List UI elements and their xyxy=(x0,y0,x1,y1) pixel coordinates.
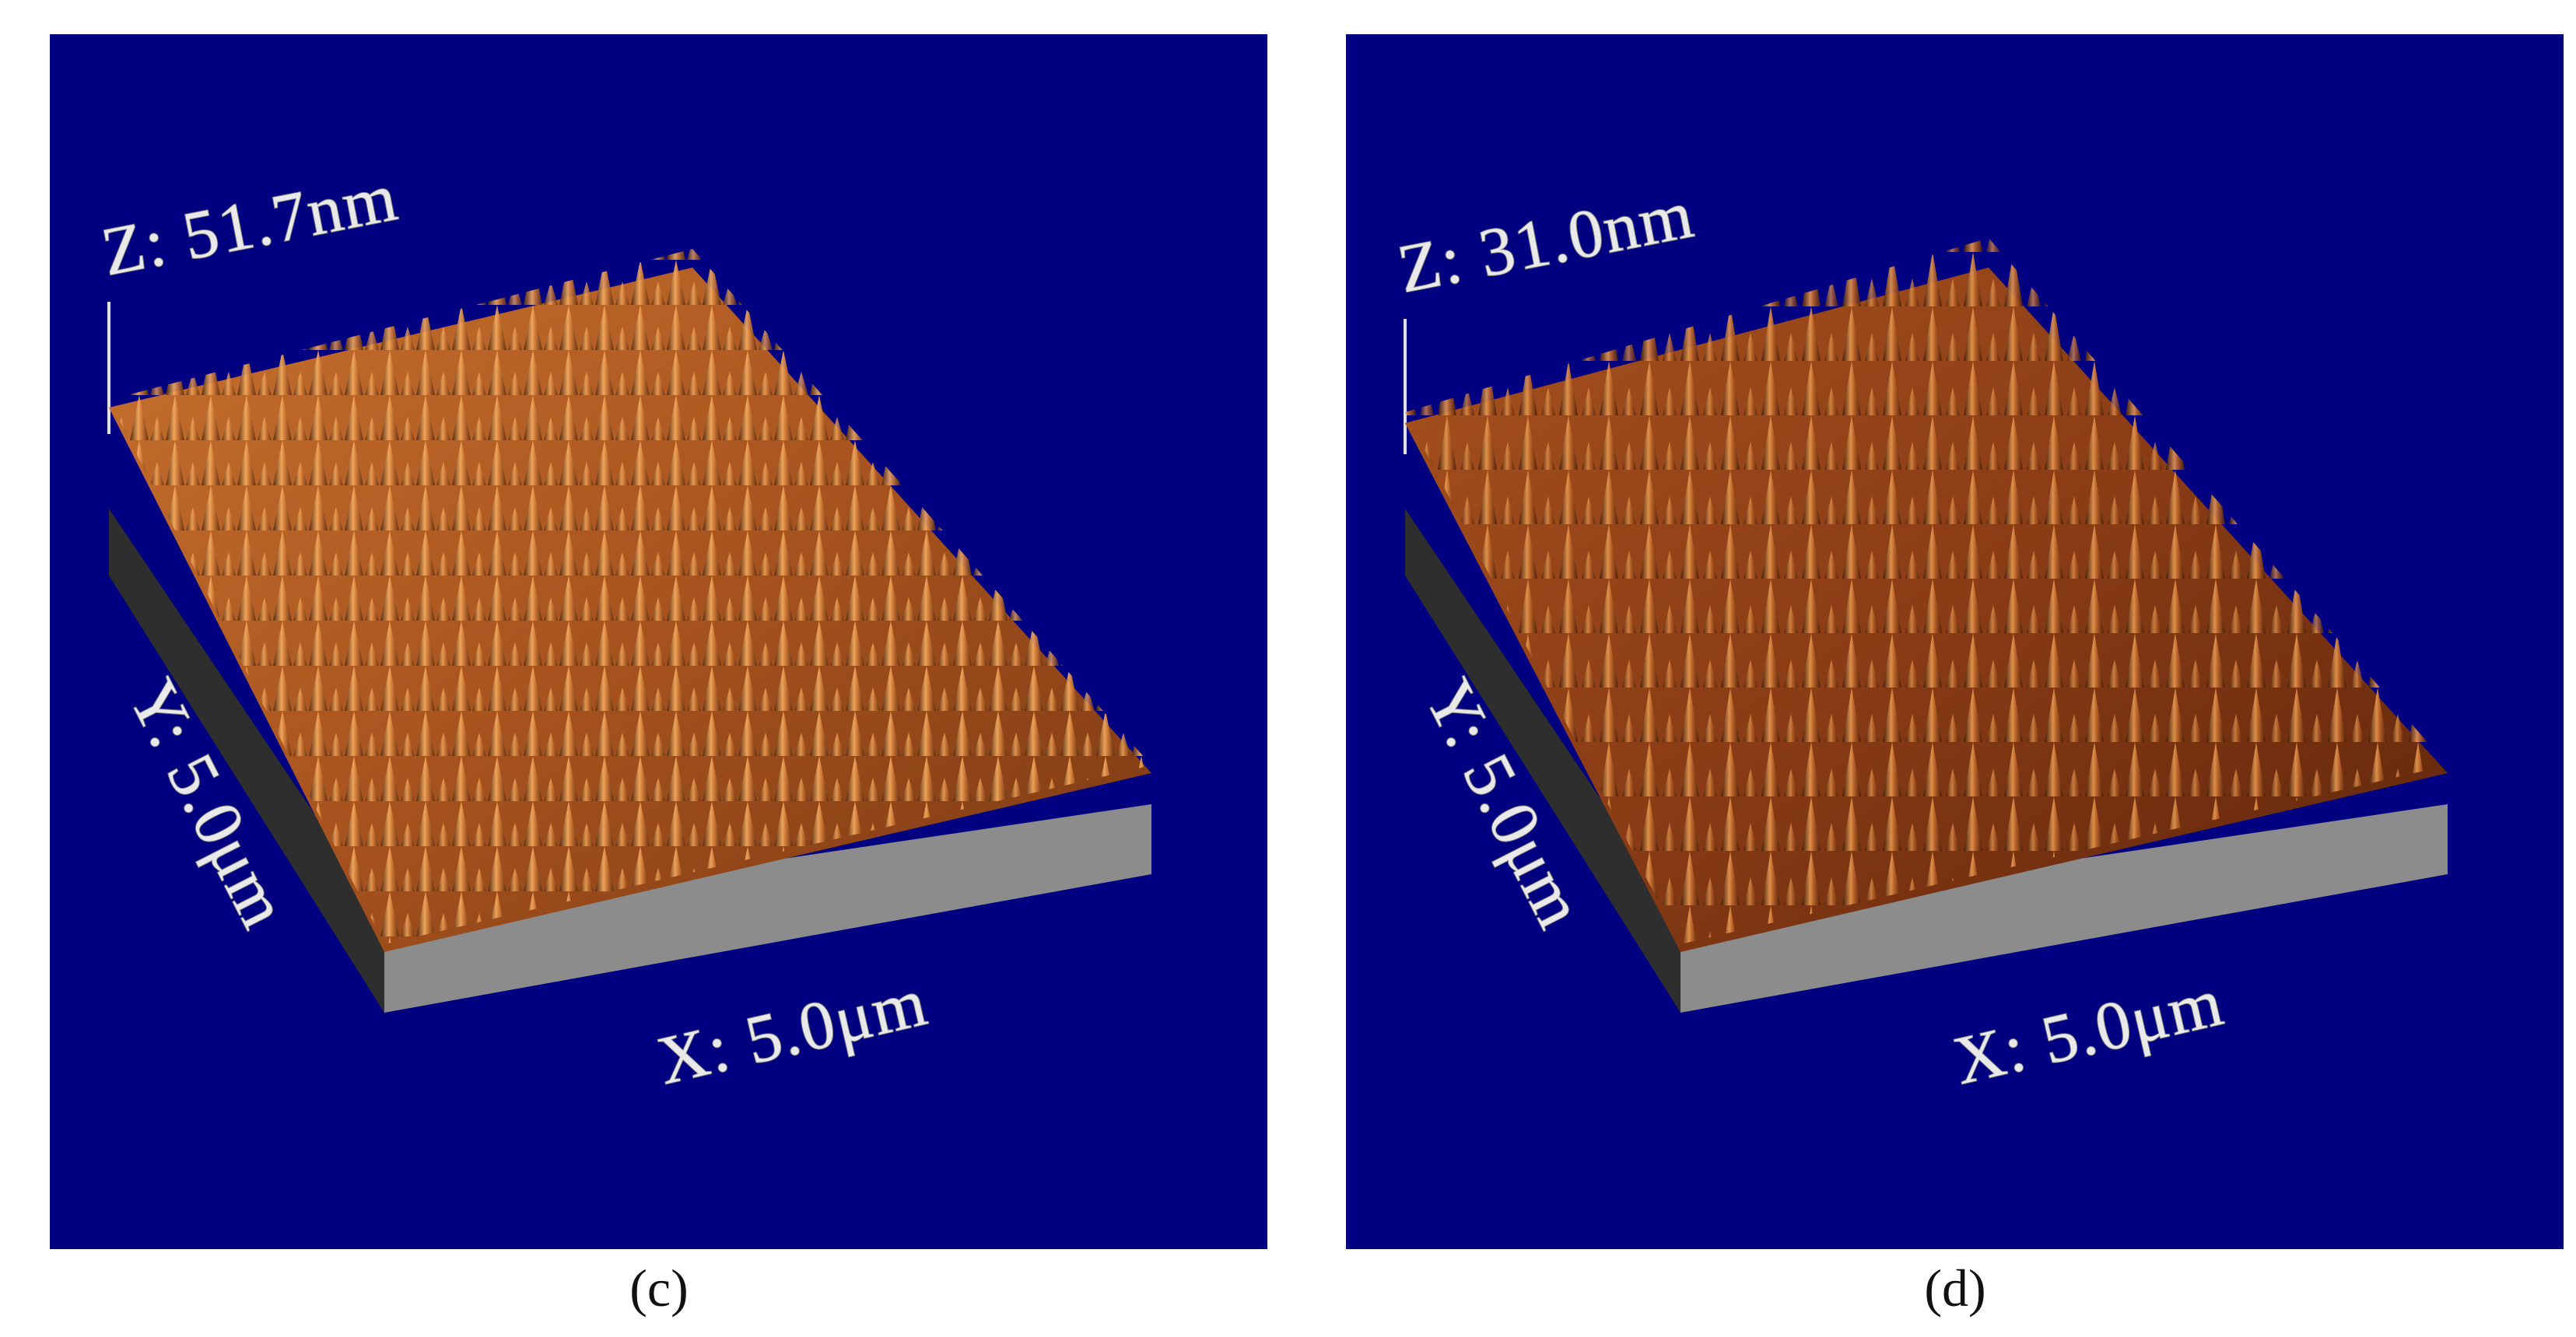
base-front-face xyxy=(384,804,1151,1013)
afm-3d-surface-d: Z: 31.0nm Y: 5.0μm X: 5.0μm xyxy=(1346,34,2564,1249)
surface-spikes xyxy=(1405,238,2448,944)
afm-3d-surface-c: Z: 51.7nm Y: 5.0μm X: 5.0μm xyxy=(50,34,1267,1249)
surface-spikes xyxy=(109,249,1151,944)
base-left-face xyxy=(1405,509,1681,1013)
afm-panel-c: Z: 51.7nm Y: 5.0μm X: 5.0μm xyxy=(50,34,1267,1249)
caption-c: (c) xyxy=(629,1258,689,1318)
base-left-face xyxy=(109,509,384,1013)
afm-panel-d: Z: 31.0nm Y: 5.0μm X: 5.0μm xyxy=(1346,34,2564,1249)
base-front-face xyxy=(1681,804,2448,1013)
caption-d: (d) xyxy=(1924,1258,1986,1318)
